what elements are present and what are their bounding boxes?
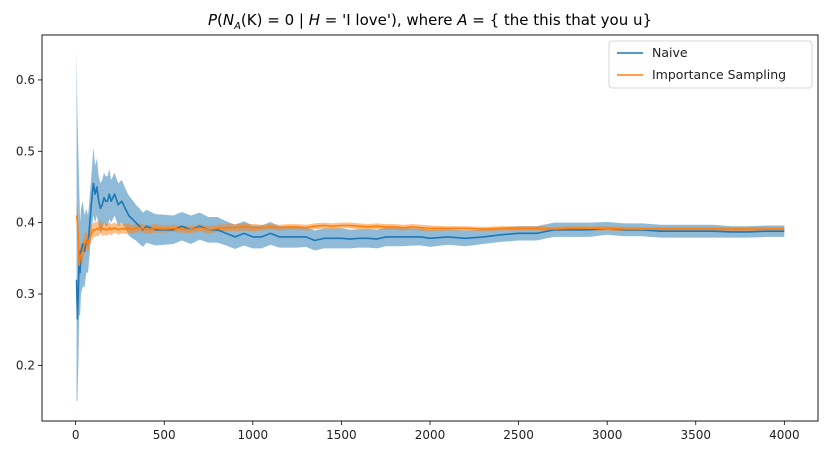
- x-tick-label: 2500: [503, 428, 534, 442]
- legend-label-naive: Naive: [652, 45, 688, 60]
- plot-area: [75, 51, 785, 402]
- y-tick-label: 0.3: [16, 287, 35, 301]
- x-tick-label: 500: [153, 428, 176, 442]
- line-importance-sampling: [75, 215, 785, 267]
- y-axis: 0.2 0.3 0.4 0.5 0.6: [16, 73, 42, 372]
- x-axis: 0 500 1000 1500 2000 2500 3000 3500 4000: [72, 421, 800, 442]
- legend-label-importance-sampling: Importance Sampling: [652, 67, 786, 82]
- y-tick-label: 0.4: [16, 216, 35, 230]
- legend-box: [608, 40, 813, 89]
- plot-frame: [41, 34, 819, 422]
- y-tick-label: 0.6: [16, 73, 35, 87]
- x-tick-label: 2000: [415, 428, 446, 442]
- x-tick-label: 4000: [769, 428, 800, 442]
- x-tick-label: 1500: [326, 428, 357, 442]
- confidence-bands: [76, 51, 785, 402]
- legend: Naive Importance Sampling: [608, 40, 813, 89]
- x-tick-label: 3000: [592, 428, 623, 442]
- x-tick-label: 3500: [680, 428, 711, 442]
- y-tick-label: 0.2: [16, 358, 35, 372]
- y-tick-label: 0.5: [16, 144, 35, 158]
- x-tick-label: 0: [72, 428, 80, 442]
- x-tick-label: 1000: [238, 428, 269, 442]
- line-naive: [75, 182, 785, 320]
- series-lines: [75, 182, 785, 320]
- chart-title: P(NA(K) = 0 | H = 'I love'), where A = {…: [208, 11, 652, 32]
